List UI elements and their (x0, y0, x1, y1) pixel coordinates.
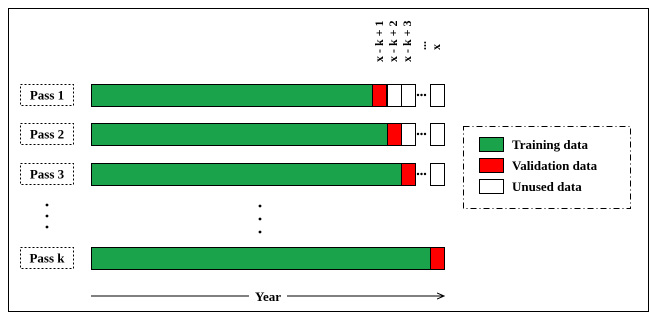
pass-label: Pass k (29, 251, 65, 266)
pass-row: Pass 3 (20, 163, 445, 186)
center-vertical-ellipsis (258, 204, 262, 234)
legend-swatch-validation (479, 158, 504, 173)
training-bar (91, 163, 402, 186)
validation-cell (387, 123, 402, 146)
unused-cell (430, 84, 445, 107)
column-header-1: x - k + 1 (372, 20, 386, 62)
column-header-3: x - k + 3 (400, 20, 414, 62)
unused-ellipsis (416, 93, 427, 97)
year-axis-label: Year (255, 289, 281, 304)
legend-label-unused: Unused data (512, 179, 582, 194)
pass-row: Pass 1 (20, 84, 445, 107)
unused-cell (401, 84, 416, 107)
column-header-2: x - k + 2 (386, 20, 400, 62)
training-bar (91, 84, 373, 107)
unused-ellipsis (416, 172, 427, 176)
pass-rows: Pass 1 Pass 2 Pass 3 Pass k (20, 84, 445, 270)
pass-label-box (20, 247, 74, 269)
unused-cell (401, 123, 416, 146)
training-bar (91, 123, 388, 146)
pass-label-box (20, 163, 74, 185)
pass-row: Pass 2 (20, 123, 445, 146)
unused-cell (387, 84, 402, 107)
legend-frame (463, 126, 631, 209)
outer-frame (8, 8, 649, 312)
unused-cell (430, 163, 445, 186)
legend-swatch-training (479, 137, 504, 152)
validation-cell (430, 247, 445, 270)
legend-label-validation: Validation data (512, 158, 598, 173)
left-vertical-ellipsis (45, 203, 49, 229)
pass-label: Pass 2 (30, 127, 64, 142)
unused-cell (430, 123, 445, 146)
column-header-ellipsis: ... (415, 41, 429, 50)
unused-ellipsis (416, 132, 427, 136)
pass-label-box (20, 84, 74, 106)
validation-cell (372, 84, 387, 107)
pass-label: Pass 1 (30, 88, 64, 103)
legend: Training data Validation data Unused dat… (463, 126, 631, 209)
pass-label-box (20, 123, 74, 145)
pass-row: Pass k (20, 247, 445, 270)
pass-label: Pass 3 (30, 167, 65, 182)
legend-swatch-unused (479, 179, 504, 194)
year-axis: Year (91, 289, 444, 304)
legend-label-training: Training data (512, 137, 588, 152)
validation-cell (401, 163, 416, 186)
column-header-x: x (429, 44, 443, 50)
column-headers: x - k + 1 x - k + 2 x - k + 3 ... x (372, 20, 443, 62)
training-bar (91, 247, 431, 270)
